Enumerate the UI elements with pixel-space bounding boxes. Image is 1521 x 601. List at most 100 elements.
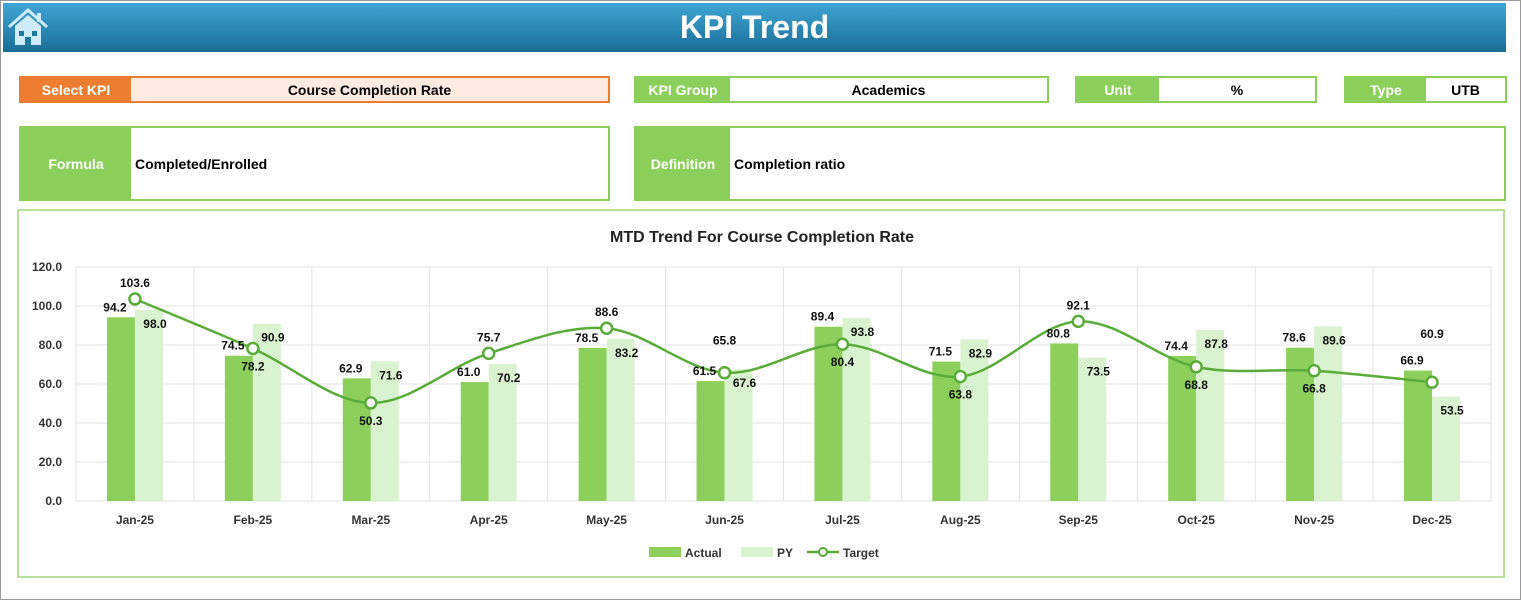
bar-py <box>1314 326 1343 501</box>
data-label-py: 67.6 <box>733 376 757 390</box>
data-label-target: 88.6 <box>595 305 619 319</box>
data-label-py: 87.8 <box>1205 337 1229 351</box>
x-tick-label: Jul-25 <box>825 513 860 527</box>
y-tick-label: 20.0 <box>39 455 63 469</box>
target-point <box>246 341 260 356</box>
x-tick-label: Aug-25 <box>940 513 981 527</box>
target-point <box>717 365 732 380</box>
data-label-py: 71.6 <box>379 368 403 382</box>
data-label-py: 53.5 <box>1440 404 1464 418</box>
data-label-actual: 94.2 <box>103 300 127 314</box>
target-point <box>1071 314 1086 329</box>
unit-value: % <box>1230 81 1244 98</box>
x-tick-label: Dec-25 <box>1412 513 1452 527</box>
y-tick-label: 60.0 <box>39 377 63 391</box>
data-label-target: 78.2 <box>241 360 265 374</box>
target-point <box>1425 375 1439 389</box>
kpi-group-field: KPI Group Academics <box>634 76 1049 103</box>
x-tick-label: May-25 <box>586 513 627 527</box>
x-tick-label: Oct-25 <box>1178 513 1216 527</box>
y-tick-label: 100.0 <box>32 299 62 313</box>
bar-py <box>134 309 163 501</box>
data-label-actual: 78.5 <box>575 331 599 345</box>
data-label-target: 92.1 <box>1067 298 1091 312</box>
bar-py <box>1196 329 1225 501</box>
kpi-group-value: Academics <box>851 81 926 98</box>
chart-title: MTD Trend For Course Completion Rate <box>610 229 914 246</box>
target-point <box>1189 360 1203 374</box>
kpi-group-label: KPI Group <box>636 78 730 101</box>
chart-container <box>17 209 1505 578</box>
x-tick-label: Jan-25 <box>116 513 154 527</box>
bar-actual <box>460 382 489 501</box>
bar-actual <box>1168 355 1197 501</box>
data-label-actual: 89.4 <box>811 310 835 324</box>
legend-py-swatch <box>741 547 773 557</box>
bar-actual <box>814 326 843 501</box>
target-point <box>128 292 142 306</box>
bar-actual <box>342 378 371 501</box>
bar-actual <box>106 317 135 501</box>
data-label-actual: 61.0 <box>457 365 481 379</box>
data-label-actual: 80.8 <box>1047 326 1071 340</box>
definition-label: Definition <box>636 128 730 199</box>
formula-label: Formula <box>21 128 131 199</box>
select-kpi-field[interactable]: Select KPI Course Completion Rate <box>19 76 610 103</box>
select-kpi-value[interactable]: Course Completion Rate <box>131 78 608 101</box>
data-label-py: 98.0 <box>143 317 167 331</box>
formula-field: Formula Completed/Enrolled <box>19 126 610 201</box>
target-point <box>364 396 378 410</box>
data-label-target: 66.8 <box>1302 382 1326 396</box>
bar-py <box>1432 396 1461 501</box>
data-label-target: 75.7 <box>477 330 501 344</box>
target-point <box>1307 363 1321 378</box>
data-label-py: 82.9 <box>969 346 993 360</box>
data-label-py: 93.8 <box>851 325 875 339</box>
data-label-actual: 66.9 <box>1400 354 1424 368</box>
bar-py <box>606 338 635 501</box>
type-value: UTB <box>1451 81 1480 98</box>
x-tick-label: Nov-25 <box>1294 513 1334 527</box>
data-label-target: 60.9 <box>1420 327 1444 341</box>
definition-value: Completion ratio <box>734 155 846 172</box>
x-tick-label: Jun-25 <box>705 513 744 527</box>
select-kpi-label: Select KPI <box>21 78 131 101</box>
bar-py <box>724 369 753 501</box>
data-label-target: 50.3 <box>359 414 383 428</box>
x-tick-label: Sep-25 <box>1059 513 1099 527</box>
bar-actual <box>1404 370 1433 501</box>
legend-actual-label: Actual <box>685 546 722 560</box>
target-point <box>599 321 614 335</box>
x-tick-label: Apr-25 <box>470 513 508 527</box>
type-field: Type UTB <box>1344 76 1507 103</box>
target-point <box>953 369 968 384</box>
data-label-actual: 74.5 <box>221 339 245 353</box>
data-label-target: 80.4 <box>831 355 855 369</box>
y-tick-label: 120.0 <box>32 260 62 274</box>
data-label-py: 89.6 <box>1322 333 1346 347</box>
legend-py-label: PY <box>777 546 793 560</box>
definition-field: Definition Completion ratio <box>634 126 1506 201</box>
data-label-actual: 74.4 <box>1165 339 1189 353</box>
bar-actual <box>932 361 961 501</box>
data-label-target: 63.8 <box>949 388 973 402</box>
header-bar: KPI Trend <box>3 3 1506 52</box>
data-label-py: 83.2 <box>615 346 639 360</box>
bar-actual <box>578 347 607 501</box>
bar-actual <box>696 381 725 501</box>
page-title: KPI Trend <box>679 9 830 45</box>
type-label: Type <box>1346 78 1426 101</box>
bar-py <box>488 364 517 501</box>
home-icon[interactable] <box>7 7 49 47</box>
bar-actual <box>224 355 253 501</box>
x-tick-label: Feb-25 <box>234 513 273 527</box>
data-label-actual: 62.9 <box>339 361 363 375</box>
legend-target-marker <box>818 547 828 557</box>
bar-py <box>1078 357 1107 501</box>
data-label-py: 90.9 <box>261 331 285 345</box>
y-tick-label: 40.0 <box>39 416 63 430</box>
unit-label: Unit <box>1077 78 1159 101</box>
target-point <box>481 346 496 361</box>
formula-value: Completed/Enrolled <box>135 155 268 172</box>
